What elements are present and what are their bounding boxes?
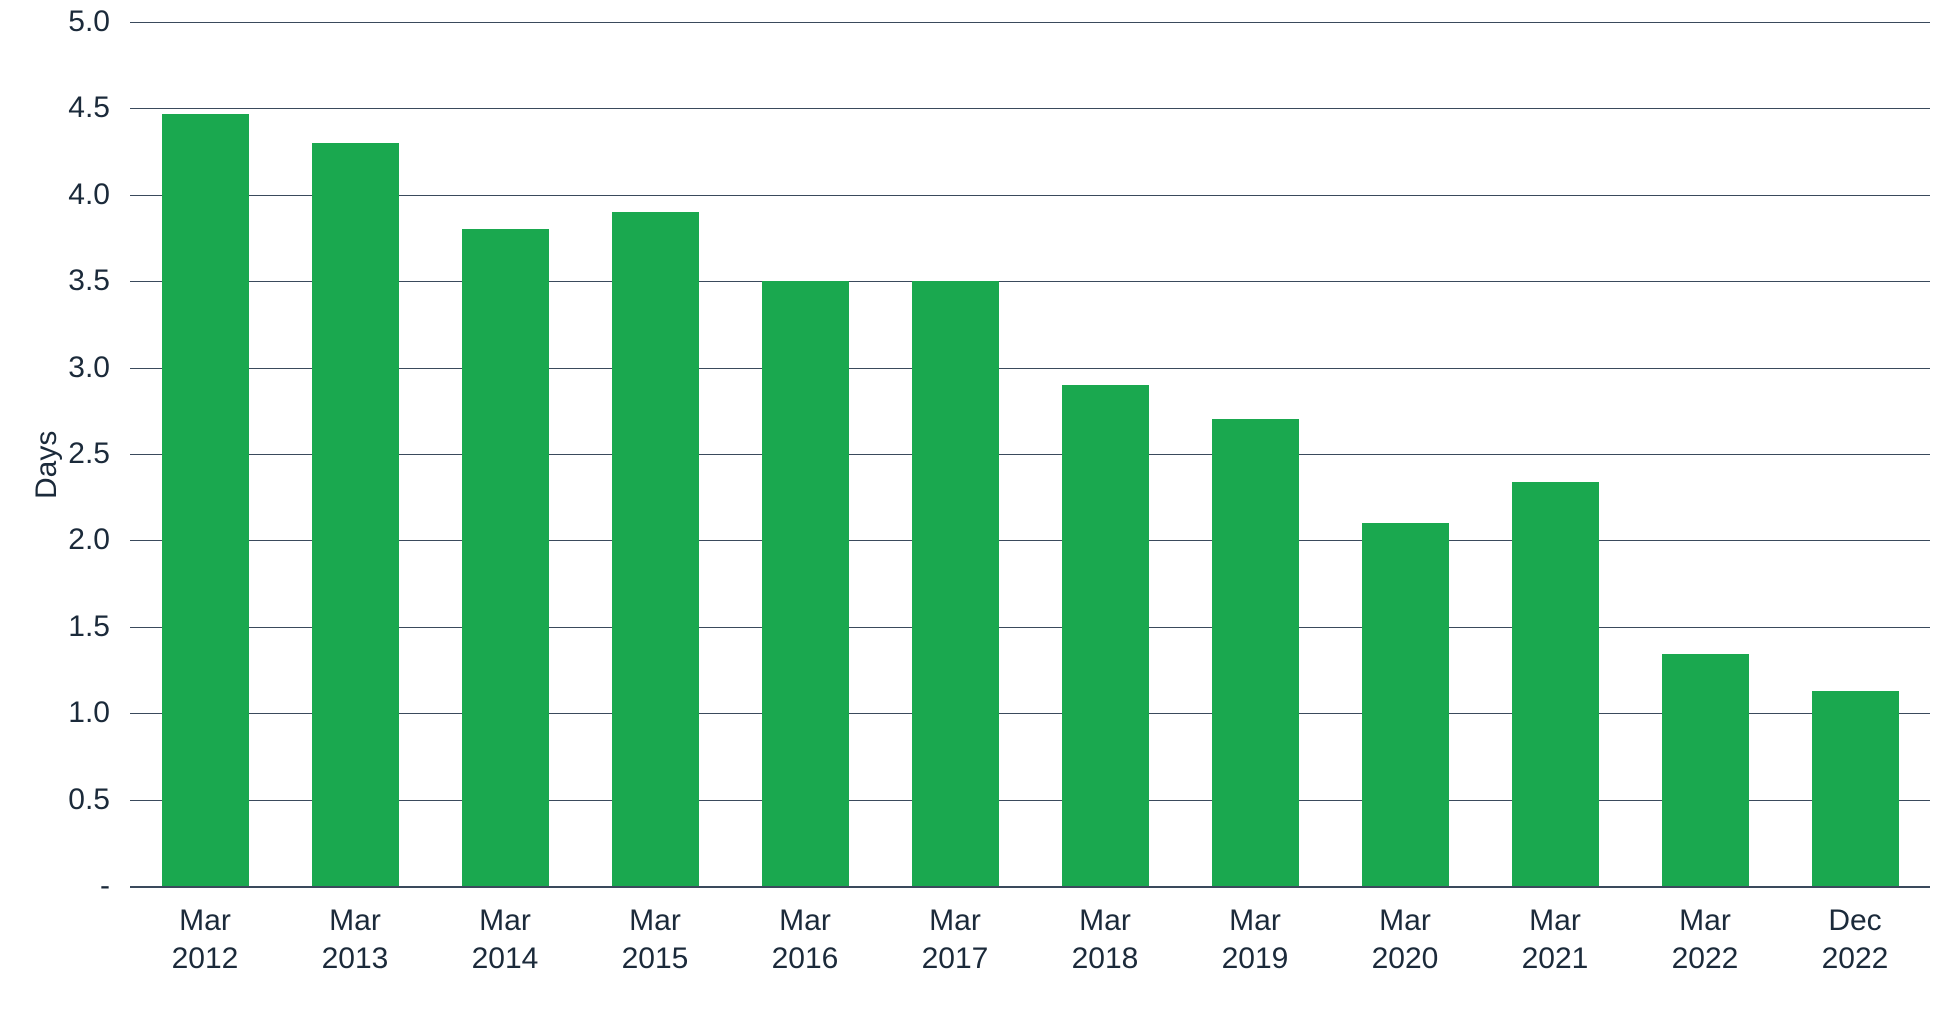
gridline [130,627,1930,628]
y-tick-label: 1.5 [0,610,110,644]
x-tick-label-line1: Mar [1522,902,1589,940]
x-tick-label-line1: Mar [172,902,239,940]
y-tick-label: 4.0 [0,178,110,212]
bar [1512,482,1599,886]
x-tick-label-line2: 2015 [622,940,689,978]
y-tick-label: - [0,869,110,903]
x-tick-label-line2: 2019 [1222,940,1289,978]
x-tick-label: Mar2021 [1522,902,1589,977]
gridline [130,800,1930,801]
gridline [130,22,1930,23]
bar [612,212,699,886]
bar [762,281,849,886]
x-tick-label-line2: 2020 [1372,940,1439,978]
x-tick-label-line2: 2016 [772,940,839,978]
x-tick-label-line2: 2014 [472,940,539,978]
x-tick-label-line1: Mar [1072,902,1139,940]
gridline [130,108,1930,109]
x-tick-label-line2: 2021 [1522,940,1589,978]
x-tick-label-line1: Mar [622,902,689,940]
y-tick-label: 0.5 [0,783,110,817]
x-tick-label-line1: Mar [472,902,539,940]
y-tick-label: 2.5 [0,437,110,471]
gridline [130,195,1930,196]
x-tick-label-line2: 2022 [1672,940,1739,978]
x-tick-label: Mar2022 [1672,902,1739,977]
x-tick-label-line1: Dec [1822,902,1889,940]
bar [162,114,249,886]
x-tick-label-line2: 2022 [1822,940,1889,978]
y-tick-label: 5.0 [0,5,110,39]
y-tick-label: 4.5 [0,91,110,125]
gridline [130,368,1930,369]
bar [462,229,549,886]
x-tick-label: Mar2015 [622,902,689,977]
x-tick-label: Mar2016 [772,902,839,977]
x-tick-label: Mar2014 [472,902,539,977]
bar [312,143,399,886]
bar [912,281,999,886]
x-tick-label-line2: 2012 [172,940,239,978]
y-tick-label: 2.0 [0,523,110,557]
y-tick-label: 3.0 [0,351,110,385]
x-tick-label: Mar2019 [1222,902,1289,977]
x-tick-label: Mar2017 [922,902,989,977]
x-tick-label: Dec2022 [1822,902,1889,977]
bar [1662,654,1749,886]
x-tick-label-line1: Mar [922,902,989,940]
bar [1212,419,1299,886]
x-tick-label-line1: Mar [322,902,389,940]
bar [1812,691,1899,886]
gridline [130,540,1930,541]
gridline [130,713,1930,714]
bar [1062,385,1149,886]
y-tick-label: 3.5 [0,264,110,298]
plot-area [130,22,1930,886]
x-tick-label-line1: Mar [772,902,839,940]
x-tick-label: Mar2012 [172,902,239,977]
x-tick-label-line1: Mar [1672,902,1739,940]
bar [1362,523,1449,886]
gridline [130,454,1930,455]
x-axis-baseline [130,886,1930,888]
x-tick-label-line1: Mar [1372,902,1439,940]
x-tick-label: Mar2018 [1072,902,1139,977]
x-tick-label-line2: 2018 [1072,940,1139,978]
x-tick-label: Mar2013 [322,902,389,977]
x-tick-label-line2: 2017 [922,940,989,978]
x-tick-label-line2: 2013 [322,940,389,978]
x-tick-label-line1: Mar [1222,902,1289,940]
bar-chart: Days -0.51.01.52.02.53.03.54.04.55.0Mar2… [0,0,1938,1022]
y-tick-label: 1.0 [0,696,110,730]
x-tick-label: Mar2020 [1372,902,1439,977]
gridline [130,281,1930,282]
